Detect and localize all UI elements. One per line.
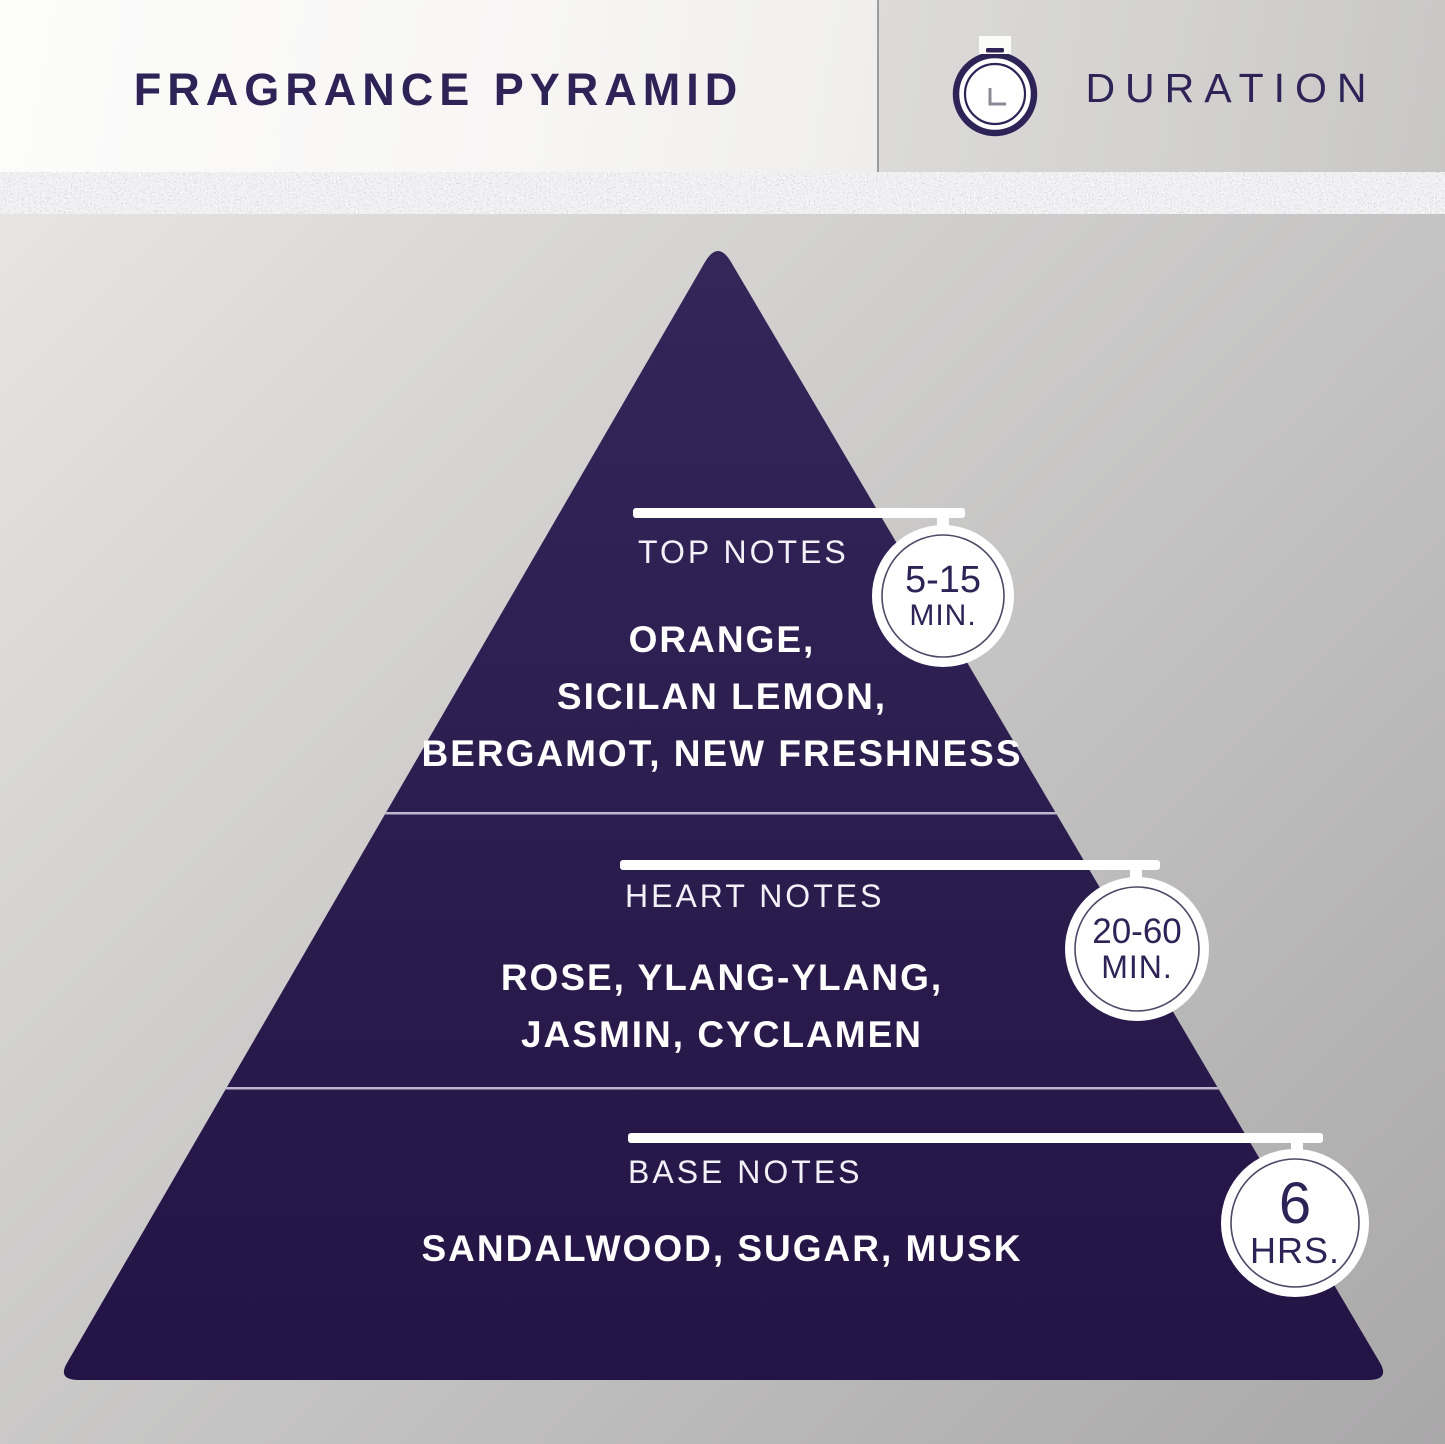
duration-heading: DURATION bbox=[1085, 64, 1377, 111]
duration-badge-heart: 20-60 MIN. bbox=[1047, 913, 1227, 984]
page-title: FRAGRANCE PYRAMID bbox=[133, 64, 744, 115]
stopwatch-icon bbox=[953, 36, 1038, 137]
section-label-heart-notes: HEART NOTES bbox=[625, 878, 885, 914]
pyramid-shape bbox=[63, 251, 1384, 1380]
note-line: ROSE, YLANG-YLANG, bbox=[500, 957, 944, 998]
duration-unit: MIN. bbox=[909, 599, 977, 632]
header-left: FRAGRANCE PYRAMID bbox=[0, 0, 877, 172]
glitter-band bbox=[0, 172, 1445, 214]
heart-notes-list: ROSE, YLANG-YLANG, JASMIN, CYCLAMEN bbox=[222, 949, 1222, 1063]
header-divider bbox=[877, 0, 879, 172]
note-line: BERGAMOT, NEW FRESHNESS bbox=[421, 733, 1023, 774]
note-line: SANDALWOOD, SUGAR, MUSK bbox=[421, 1228, 1023, 1269]
duration-value: 20-60 bbox=[1092, 912, 1182, 951]
duration-unit: MIN. bbox=[1101, 949, 1173, 985]
note-line: JASMIN, CYCLAMEN bbox=[520, 1014, 924, 1055]
duration-value: 5-15 bbox=[904, 559, 982, 601]
section-label-top-notes: TOP NOTES bbox=[638, 534, 849, 570]
section-label-base-notes: BASE NOTES bbox=[628, 1154, 863, 1190]
duration-value: 6 bbox=[1278, 1171, 1312, 1236]
duration-unit: HRS. bbox=[1249, 1230, 1340, 1271]
note-line: ORANGE, bbox=[628, 619, 816, 660]
top-notes-list: ORANGE, SICILAN LEMON, BERGAMOT, NEW FRE… bbox=[222, 611, 1222, 782]
note-line: SICILAN LEMON, bbox=[556, 676, 888, 717]
duration-badge-top: 5-15 MIN. bbox=[853, 560, 1033, 632]
duration-badge-base: 6 HRS. bbox=[1205, 1171, 1385, 1271]
base-notes-list: SANDALWOOD, SUGAR, MUSK bbox=[222, 1220, 1222, 1277]
header-right: DURATION bbox=[879, 0, 1445, 172]
header: FRAGRANCE PYRAMID DURATION bbox=[0, 0, 1445, 172]
